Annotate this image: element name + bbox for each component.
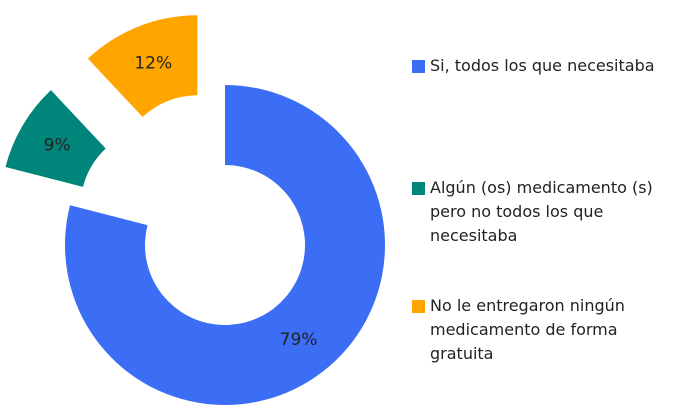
- legend-item: No le entregaron ningún medicamento de f…: [410, 294, 672, 366]
- legend-item: Si, todos los que necesitaba: [410, 54, 672, 78]
- legend-swatch: [412, 60, 425, 73]
- legend-label: Algún (os) medicamento (s) pero no todos…: [430, 178, 653, 245]
- donut-slice: [87, 15, 198, 117]
- legend-label: Si, todos los que necesitaba: [430, 56, 655, 75]
- donut-slice: [5, 90, 106, 187]
- slice-label: 12%: [134, 54, 172, 74]
- legend-label: No le entregaron ningún medicamento de f…: [430, 296, 625, 363]
- legend-swatch: [412, 300, 425, 313]
- donut-slice: [65, 85, 385, 405]
- legend-item: Algún (os) medicamento (s) pero no todos…: [410, 176, 672, 248]
- legend-swatch: [412, 182, 425, 195]
- slice-label: 79%: [280, 330, 318, 350]
- slice-label: 9%: [44, 136, 71, 156]
